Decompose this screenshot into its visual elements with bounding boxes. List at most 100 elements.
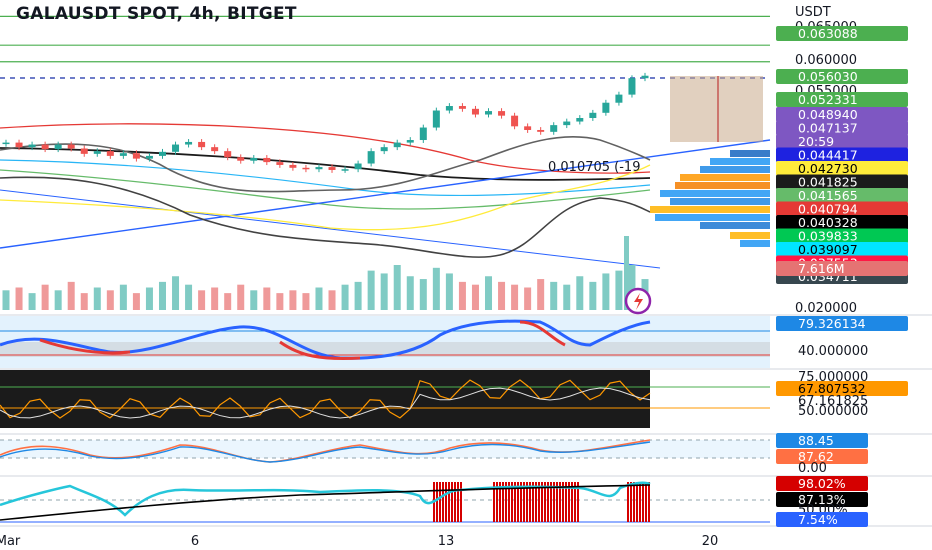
pane4-bar	[559, 482, 561, 522]
price-label-badge	[776, 147, 908, 163]
candle	[106, 151, 114, 156]
candle	[511, 115, 519, 127]
volume-profile-bar	[700, 166, 770, 173]
price-label-badge	[776, 261, 908, 276]
candle	[302, 167, 310, 170]
chart-title: GALAUSDT SPOT, 4h, BITGET	[16, 4, 297, 24]
volume-bar	[511, 284, 519, 310]
price-label-badge	[776, 215, 908, 230]
volume-bar	[237, 284, 245, 310]
time-tick: 6	[191, 534, 199, 549]
pane4-bar	[562, 482, 564, 522]
price-label-text: 0.039833	[798, 229, 858, 244]
volume-profile-bar	[670, 198, 770, 205]
volume-bar	[2, 290, 10, 310]
price-label-badge	[776, 134, 908, 149]
price-label-text: 0.040794	[798, 202, 858, 217]
volume-bar	[106, 290, 114, 310]
pane1-red-seg	[279, 340, 361, 360]
pane4-bar	[636, 482, 638, 522]
candle	[628, 78, 636, 95]
volume-bar	[158, 281, 166, 310]
volume-spike	[624, 236, 629, 310]
volume-bar	[289, 290, 297, 310]
candle	[80, 148, 88, 154]
volume-bar	[432, 267, 440, 310]
candle	[432, 110, 440, 128]
pane4-bar	[550, 482, 552, 522]
volume-profile-bar	[700, 222, 770, 229]
volume-bar	[602, 273, 610, 310]
price-label-badge	[776, 201, 908, 217]
volume-bar	[172, 276, 180, 310]
price-label-text: 7.616M	[798, 261, 845, 276]
channel-low-line	[0, 189, 661, 269]
band-lower	[0, 176, 651, 258]
pane4-bar	[577, 482, 579, 522]
price-label-text: 0.047137	[798, 121, 858, 136]
pane4-bar	[526, 482, 528, 522]
channel-up-line	[0, 139, 771, 249]
candle	[641, 75, 649, 79]
candle	[132, 153, 140, 159]
pane4-bar	[448, 482, 450, 522]
volume-bar	[367, 270, 375, 310]
candle	[341, 169, 349, 171]
volume-bar	[93, 287, 101, 310]
ma-red-line	[0, 123, 651, 174]
candle	[419, 127, 427, 141]
pane4-bar	[454, 482, 456, 522]
pane4-value: 98.02%	[798, 476, 846, 491]
pane2-value-badge	[776, 381, 908, 396]
price-label-badge	[776, 188, 908, 203]
pane4-bar	[565, 482, 567, 522]
volume-bar	[328, 290, 336, 310]
pane4-bar	[645, 482, 647, 522]
ma-green-line	[0, 169, 651, 210]
pane4-bar	[505, 482, 507, 522]
pane1-red-seg	[519, 320, 566, 347]
volume-bar	[28, 293, 36, 310]
volume-profile-bar	[730, 232, 770, 239]
volume-bar	[589, 281, 597, 310]
candle	[589, 112, 597, 119]
pane4-bar	[520, 482, 522, 522]
pane4-bar	[538, 482, 540, 522]
volume-profile-bar	[660, 190, 770, 197]
volume-bar	[524, 287, 532, 310]
pane1-value-badge	[776, 316, 908, 331]
pane4-bar	[502, 482, 504, 522]
volume-bar	[563, 284, 571, 310]
volume-bar	[54, 290, 62, 310]
pane4-bar	[508, 482, 510, 522]
pane4-value: 7.54%	[798, 512, 838, 527]
volume-bar	[380, 273, 388, 310]
pane1-red-seg	[39, 338, 131, 355]
pane4-bar	[568, 482, 570, 522]
pane4-bar	[514, 482, 516, 522]
candle	[224, 151, 232, 158]
candle	[198, 141, 206, 148]
volume-profile-bar	[740, 240, 770, 247]
candle	[145, 155, 153, 159]
lightning-bolt	[634, 293, 643, 310]
price-label-badge	[776, 92, 908, 107]
volume-bar	[211, 287, 219, 310]
price-label-badge	[776, 69, 908, 84]
axis-unit: USDT	[795, 5, 831, 20]
volume-bar	[276, 293, 284, 310]
pane4-bar	[642, 482, 644, 522]
candle	[537, 129, 545, 132]
candle	[367, 151, 375, 164]
pane2-signal	[0, 387, 651, 419]
candle	[15, 142, 23, 148]
candle	[276, 162, 284, 165]
price-label-badge	[776, 174, 908, 190]
volume-bar	[615, 270, 623, 310]
volume-bar	[15, 287, 23, 310]
time-tick: Mar	[0, 534, 21, 549]
volume-bar	[145, 287, 153, 310]
price-label-badge	[776, 120, 908, 136]
pane4-bar	[457, 482, 459, 522]
